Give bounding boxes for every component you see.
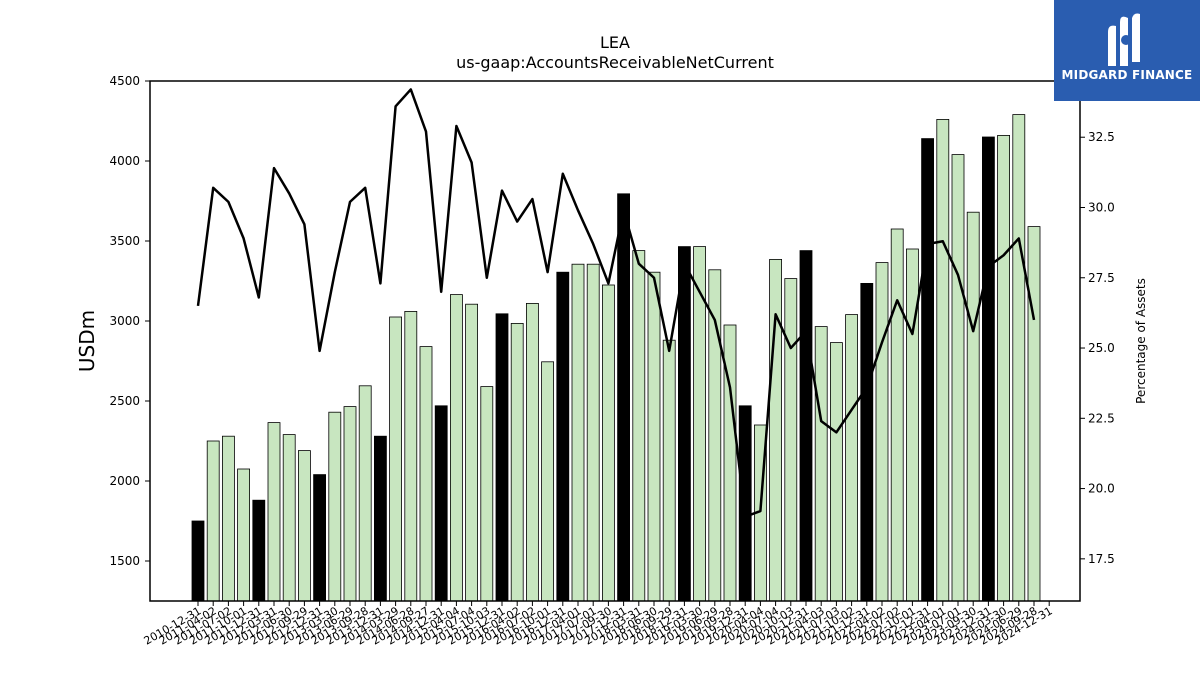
bar-2011-10-01 (237, 468, 251, 602)
bar-2024-03-30 (997, 134, 1010, 602)
bar-2024-09-28 (1027, 226, 1041, 602)
bar-2023-09-30 (966, 211, 980, 602)
y-tick-label: 2000 (109, 474, 140, 488)
bar-2012-12-31 (313, 474, 327, 602)
bar-2017-07-01 (586, 263, 600, 602)
bar-2021-07-03 (830, 342, 843, 602)
y-axis-label: USDm (75, 310, 99, 372)
y-tick-label: 2500 (109, 394, 140, 408)
bar-series (191, 114, 1041, 602)
bar-2015-07-04 (465, 303, 479, 602)
bar-2022-12-31 (921, 138, 934, 602)
axes: 1500 2000 2500 3000 3500 4000 4500 17.5 20.0 22.5… (109, 74, 1114, 648)
bar-2013-03-30 (328, 411, 342, 602)
bar-2012-09-29 (297, 450, 311, 602)
midgard-finance-logo: MIDGARD FINANCE (1054, 0, 1200, 101)
bar-2013-12-31 (373, 435, 387, 602)
bar-2021-04-03 (814, 326, 828, 602)
bar-2014-03-29 (389, 316, 403, 602)
bar-2022-07-02 (890, 228, 904, 602)
bar-2021-12-31 (860, 282, 874, 602)
bar-2020-12-31 (799, 250, 813, 602)
y2-tick-label: 27.5 (1088, 271, 1115, 285)
bar-2017-09-30 (602, 284, 615, 602)
midgard-logo-icon (1108, 13, 1140, 67)
bar-2015-04-04 (449, 294, 463, 602)
bar-2011-07-02 (221, 435, 235, 602)
bar-2015-10-03 (480, 386, 494, 602)
bar-2022-04-02 (875, 262, 889, 602)
bar-2023-07-01 (951, 154, 965, 602)
logo-text: MIDGARD FINANCE (1061, 68, 1193, 82)
bar-2023-12-31 (982, 136, 995, 602)
bar-2014-09-27 (419, 346, 433, 602)
bar-2021-10-02 (845, 314, 858, 602)
bar-2016-07-02 (526, 302, 539, 602)
y-tick-label: 4500 (109, 74, 140, 88)
percentage-line-series (196, 88, 1036, 518)
y2-tick-label: 17.5 (1088, 552, 1115, 566)
y2-axis-label: Percentage of Assets (1134, 278, 1148, 404)
bar-2014-06-28 (404, 310, 418, 602)
bar-2019-12-31 (738, 405, 752, 602)
bar-2018-06-30 (647, 271, 661, 602)
y2-tick-label: 20.0 (1088, 482, 1115, 496)
bar-2018-03-31 (632, 250, 646, 602)
bar-2020-10-03 (784, 278, 798, 602)
bar-2013-09-28 (358, 385, 372, 602)
bar-2011-04-02 (206, 440, 220, 602)
bar-2016-04-02 (510, 322, 524, 602)
y-tick-label: 3500 (109, 234, 140, 248)
bar-2016-10-01 (541, 361, 554, 602)
y-tick-label: 3000 (109, 314, 140, 328)
y-tick-label: 1500 (109, 554, 140, 568)
chart-subtitle: us-gaap:AccountsReceivableNetCurrent (456, 53, 774, 72)
bar-2023-04-01 (936, 119, 950, 602)
bar-2024-06-29 (1012, 114, 1026, 602)
y2-tick-label: 32.5 (1088, 130, 1115, 144)
bar-2012-06-30 (282, 434, 296, 602)
bar-2015-12-31 (495, 313, 509, 602)
plot-frame (149, 80, 1081, 602)
bar-2017-04-01 (571, 263, 585, 602)
y2-tick-label: 22.5 (1088, 411, 1115, 425)
bar-2018-12-31 (678, 246, 691, 602)
percentage-line (196, 88, 1036, 518)
bar-2017-12-31 (617, 193, 630, 602)
bar-2016-12-31 (556, 271, 570, 602)
y-tick-label: 4000 (109, 154, 140, 168)
y2-tick-label: 30.0 (1088, 200, 1115, 214)
bar-2018-09-29 (662, 339, 676, 602)
bar-2014-12-31 (434, 405, 448, 602)
bar-2013-06-29 (343, 406, 357, 602)
bar-2010-12-31 (191, 520, 205, 602)
y2-tick-label: 25.0 (1088, 341, 1115, 355)
bar-2011-12-31 (252, 499, 266, 602)
bar-2020-07-04 (769, 258, 782, 602)
chart-title: LEA (600, 33, 630, 52)
bar-2012-03-31 (267, 422, 281, 602)
